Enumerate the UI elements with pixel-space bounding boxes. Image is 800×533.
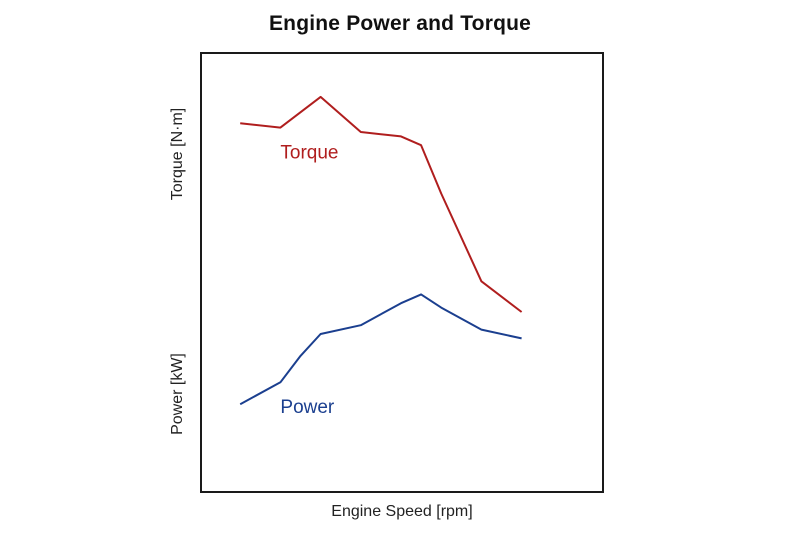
series-layer: Torque Power: [239, 95, 523, 418]
series-line-torque: [240, 95, 523, 313]
series-label-power: Power: [280, 397, 335, 418]
series-label-torque: Torque: [280, 142, 338, 163]
x-axis-label: Engine Speed [rpm]: [331, 503, 473, 520]
series-line-power: [239, 293, 522, 406]
chart-title: Engine Power and Torque: [268, 12, 532, 35]
plot-frame: [200, 52, 604, 493]
